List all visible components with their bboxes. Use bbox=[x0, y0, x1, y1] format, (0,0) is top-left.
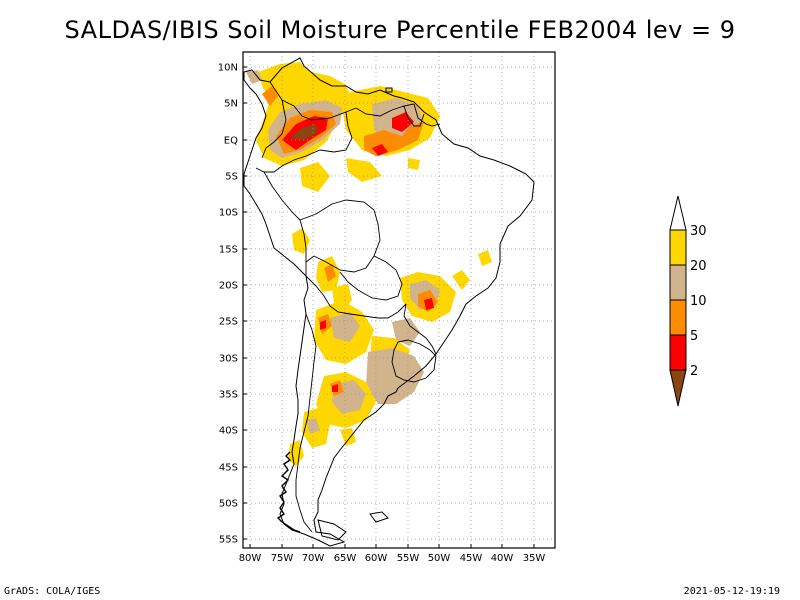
colorbar-box-20-30 bbox=[669, 229, 687, 266]
lat-tick-label: 35S bbox=[219, 390, 238, 401]
colorbar-box-5-10 bbox=[669, 299, 687, 336]
lat-tick-label: 5S bbox=[225, 172, 238, 183]
colorbar-top-triangle bbox=[669, 195, 687, 231]
colorbar-label-2: 2 bbox=[690, 364, 698, 379]
shade-patch-yellow-patagonia3 bbox=[340, 428, 356, 446]
lon-tick-label: 35W bbox=[523, 553, 546, 564]
country-borders bbox=[255, 81, 441, 533]
shade-patch-yellow-peru bbox=[292, 228, 310, 254]
lat-tick-label: 30S bbox=[219, 354, 238, 365]
lon-tick-label: 80W bbox=[239, 553, 262, 564]
colorbar bbox=[669, 195, 687, 407]
shade-patch-brown-nw bbox=[290, 124, 318, 140]
shade-patch-orange-andes bbox=[324, 264, 336, 282]
trinidad bbox=[385, 87, 393, 93]
colorbar-box-2-5 bbox=[669, 334, 687, 371]
shade-patch-tan-uruguay bbox=[366, 348, 424, 404]
lat-tick-label: 5N bbox=[224, 99, 238, 110]
shade-patch-red-se bbox=[424, 298, 434, 310]
lon-tick-label: 55W bbox=[397, 553, 420, 564]
shade-patch-yellow-se2 bbox=[452, 270, 470, 290]
lon-tick-label: 70W bbox=[302, 553, 325, 564]
shade-patch-yellow-se3 bbox=[478, 250, 492, 266]
lat-tick-label: EQ bbox=[224, 136, 238, 147]
shade-patch-tan-mesopotamia bbox=[392, 318, 420, 346]
map-title: SALDAS/IBIS Soil Moisture Percentile FEB… bbox=[64, 16, 736, 44]
lat-tick-label: 10S bbox=[219, 208, 238, 219]
shade-patch-red-pampas bbox=[332, 384, 338, 392]
colorbar-box-10-20 bbox=[669, 264, 687, 301]
lon-tick-label: 50W bbox=[428, 553, 451, 564]
lon-tick-label: 60W bbox=[365, 553, 388, 564]
colorbar-labels: 30 20 10 5 2 bbox=[690, 224, 707, 379]
lat-tick-label: 10N bbox=[218, 63, 238, 74]
map-outlines bbox=[243, 57, 535, 547]
shade-patch-tan-arg-n bbox=[330, 312, 360, 342]
colorbar-label-30: 30 bbox=[690, 224, 707, 239]
lat-tick-label: 45S bbox=[219, 463, 238, 474]
latitude-tick-labels: 10N 5N EQ 5S 10S 15S 20S 25S 30S 35S 40S 45S 50S 55S bbox=[218, 63, 247, 546]
footer-credit: GrADS: COLA/IGES bbox=[4, 586, 101, 597]
longitude-tick-labels: 80W 75W 70W 65W 60W 55W 50W 45W 40W 35W bbox=[239, 544, 546, 564]
lat-tick-label: 25S bbox=[219, 317, 238, 328]
shade-patch-orange-coast bbox=[262, 86, 278, 106]
map-frame bbox=[242, 51, 556, 549]
lon-tick-label: 65W bbox=[334, 553, 357, 564]
colorbar-label-20: 20 bbox=[690, 259, 707, 274]
lon-tick-label: 45W bbox=[460, 553, 483, 564]
shade-patch-yellow-amazon2 bbox=[346, 158, 382, 182]
lat-tick-label: 40S bbox=[219, 426, 238, 437]
graticule bbox=[243, 52, 555, 548]
continent-coastline bbox=[243, 57, 535, 547]
shade-patch-red-n bbox=[392, 112, 414, 132]
lat-tick-label: 15S bbox=[219, 245, 238, 256]
shade-patch-yellow-patagonia2 bbox=[288, 440, 304, 466]
colorbar-label-5: 5 bbox=[690, 329, 698, 344]
lat-tick-label: 50S bbox=[219, 499, 238, 510]
fjord-coast bbox=[276, 451, 301, 533]
colorbar-label-10: 10 bbox=[690, 294, 707, 309]
lat-tick-label: 55S bbox=[219, 535, 238, 546]
shade-patch-yellow-amazon bbox=[300, 162, 330, 192]
colorbar-bottom-triangle bbox=[669, 369, 687, 407]
lon-tick-label: 75W bbox=[271, 553, 294, 564]
shade-patch-tan-patagonia bbox=[306, 418, 320, 434]
lon-tick-label: 40W bbox=[491, 553, 514, 564]
lat-tick-label: 20S bbox=[219, 281, 238, 292]
tierra-del-fuego bbox=[317, 519, 347, 541]
shade-patch-tan-coast bbox=[246, 70, 262, 84]
falkland-islands bbox=[369, 511, 389, 523]
footer-timestamp: 2021-05-12-19:19 bbox=[683, 586, 780, 597]
shade-patch-red-arg-n bbox=[320, 320, 326, 330]
shade-patch-yellow-amazon3 bbox=[408, 158, 420, 170]
